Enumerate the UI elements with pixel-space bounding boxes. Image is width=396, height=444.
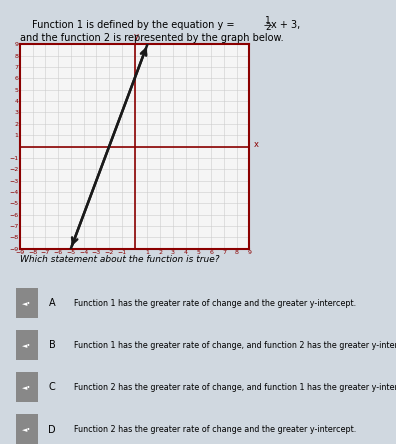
Text: ◄•: ◄• bbox=[22, 342, 31, 348]
Text: and the function 2 is represented by the graph below.: and the function 2 is represented by the… bbox=[20, 33, 284, 44]
Text: Function 1 has the greater rate of change, and function 2 has the greater y-inte: Function 1 has the greater rate of chang… bbox=[74, 341, 396, 350]
Text: Which statement about the function is true?: Which statement about the function is tr… bbox=[20, 255, 219, 264]
Bar bbox=[16, 415, 38, 444]
Text: x: x bbox=[253, 140, 258, 149]
Text: ◄•: ◄• bbox=[22, 300, 31, 306]
Text: —: — bbox=[263, 21, 272, 30]
Text: Function 2 has the greater rate of change, and function 1 has the greater y-inte: Function 2 has the greater rate of chang… bbox=[74, 383, 396, 392]
Text: ◄•: ◄• bbox=[22, 385, 31, 390]
Bar bbox=[16, 288, 38, 318]
Text: Function 1 is defined by the equation y =: Function 1 is defined by the equation y … bbox=[32, 20, 237, 30]
Text: B: B bbox=[49, 340, 56, 350]
Text: Function 1 has the greater rate of change and the greater y-intercept.: Function 1 has the greater rate of chang… bbox=[74, 298, 356, 308]
Bar bbox=[16, 330, 38, 361]
Text: y: y bbox=[134, 32, 139, 41]
Text: A: A bbox=[49, 298, 55, 308]
Text: 2: 2 bbox=[265, 23, 271, 32]
Text: Function 2 has the greater rate of change and the greater y-intercept.: Function 2 has the greater rate of chang… bbox=[74, 425, 356, 434]
Text: x + 3,: x + 3, bbox=[271, 20, 301, 30]
Bar bbox=[16, 372, 38, 403]
Text: 1: 1 bbox=[265, 16, 271, 25]
Text: D: D bbox=[48, 424, 56, 435]
Text: ◄•: ◄• bbox=[22, 427, 31, 432]
Text: C: C bbox=[49, 382, 56, 392]
